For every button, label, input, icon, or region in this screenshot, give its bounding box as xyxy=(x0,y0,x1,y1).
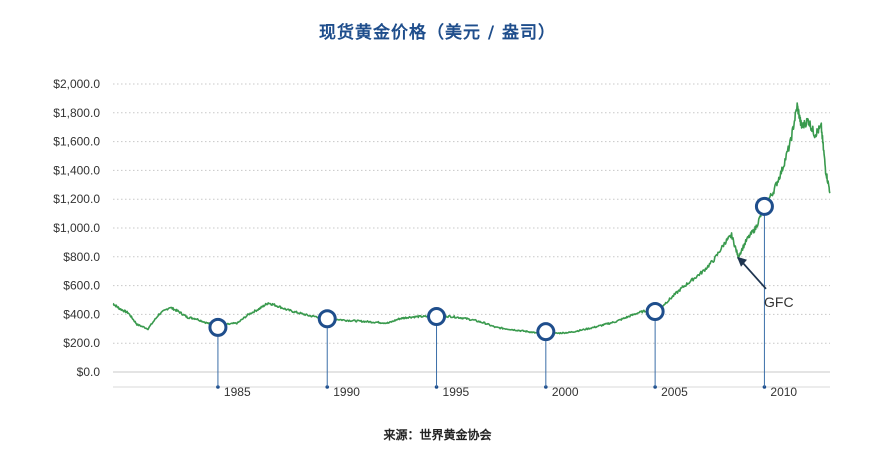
annotation-arrow-shaft xyxy=(740,260,767,290)
y-tick-label: $600.0 xyxy=(63,279,100,293)
x-tick-label: 1995 xyxy=(443,385,470,399)
y-tick-label: $400.0 xyxy=(63,307,100,321)
annotation-arrowhead xyxy=(737,256,748,267)
x-tick-label: 2010 xyxy=(770,385,797,399)
y-tick-label: $200.0 xyxy=(63,336,100,350)
y-tick-label: $1,200.0 xyxy=(53,192,100,206)
x-tick-label: 1990 xyxy=(333,385,360,399)
chart-source: 来源：世界黄金协会 xyxy=(383,428,492,442)
y-tick-label: $800.0 xyxy=(63,250,100,264)
marker-lines xyxy=(217,206,765,387)
series-layer xyxy=(112,102,831,336)
price-line xyxy=(112,102,831,336)
year-marker xyxy=(208,317,228,337)
y-tick-label: $1,800.0 xyxy=(53,106,100,120)
markers xyxy=(208,196,774,342)
y-tick-label: $0.0 xyxy=(77,365,101,379)
gridlines xyxy=(113,83,830,373)
year-marker xyxy=(427,307,447,327)
annotations: GFC xyxy=(737,256,794,310)
year-marker xyxy=(754,196,774,216)
y-tick-label: $1,400.0 xyxy=(53,163,100,177)
x-tick-label: 2005 xyxy=(661,385,688,399)
y-tick-label: $1,000.0 xyxy=(53,221,100,235)
x-tick-label: 2000 xyxy=(552,385,579,399)
y-axis-ticks: $2,000.0 $1,800.0 $1,600.0 $1,400.0 $1,200.0… xyxy=(53,77,100,379)
year-marker xyxy=(536,322,556,342)
year-marker xyxy=(645,302,665,322)
y-tick-label: $2,000.0 xyxy=(53,77,100,91)
x-axis: 1985 1990 1995 2000 2005 2010 xyxy=(113,385,830,399)
annotation-label: GFC xyxy=(764,294,794,310)
chart-title: 现货黄金价格（美元 / 盎司） xyxy=(318,23,557,43)
year-marker xyxy=(317,309,337,329)
x-tick-label: 1985 xyxy=(224,385,251,399)
y-tick-label: $1,600.0 xyxy=(53,135,100,149)
